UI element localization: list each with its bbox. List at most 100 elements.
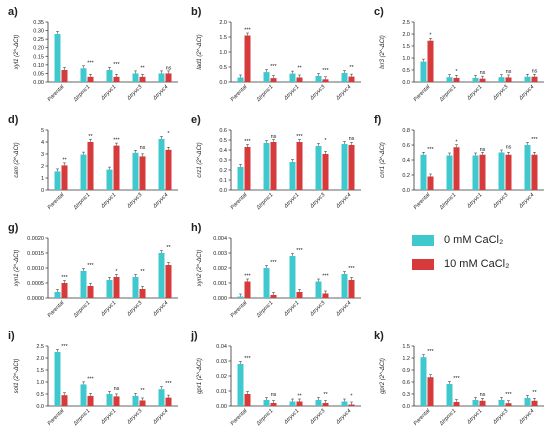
bar-control — [524, 398, 531, 406]
significance-label: *** — [322, 274, 329, 280]
bar-control — [341, 144, 348, 190]
x-tick-label: Δtryvc3 — [491, 192, 510, 211]
x-tick-label: Δtryvc4 — [517, 84, 535, 102]
bar-control — [263, 72, 270, 82]
x-tick-label: Parental — [230, 408, 249, 427]
x-tick-label: Parental — [230, 192, 249, 211]
significance-label: *** — [87, 376, 94, 382]
significance-label: *** — [87, 263, 94, 269]
y-tick-label: 0.0 — [36, 404, 44, 410]
significance-label: ns — [140, 145, 146, 151]
bar-control — [263, 143, 270, 190]
bar-control — [158, 73, 165, 82]
x-tick-label: Δtryvc1 — [282, 84, 300, 102]
x-tick-label: Δtrpmc1 — [438, 192, 457, 211]
y-tick-label: 0.8 — [402, 128, 410, 134]
y-tick-label: 3 — [41, 152, 44, 158]
bar-control — [498, 152, 505, 190]
y-tick-label: 0.5 — [219, 138, 227, 144]
bar-control — [289, 73, 296, 82]
bar-control — [341, 274, 348, 298]
x-tick-label: Parental — [413, 192, 432, 211]
x-tick-label: Parental — [230, 300, 249, 319]
bar-treated — [348, 145, 355, 190]
panel-label: b) — [191, 6, 202, 18]
y-tick-label: 0.3 — [219, 158, 227, 164]
bar-control — [80, 384, 87, 406]
y-tick-label: 1.5 — [402, 344, 410, 350]
bar-control — [420, 61, 427, 82]
y-tick-label: 0.0 — [219, 80, 227, 86]
significance-label: * — [115, 269, 118, 275]
significance-label: ** — [140, 388, 145, 394]
bar-control — [315, 281, 322, 298]
significance-label: ns — [271, 392, 277, 398]
bar-treated — [244, 147, 251, 190]
bar-treated — [113, 145, 120, 190]
x-tick-label: Δtryvc3 — [125, 408, 144, 427]
bar-treated — [165, 149, 172, 190]
y-tick-label: 0.4 — [402, 158, 410, 164]
bar-treated — [87, 76, 94, 82]
y-tick-label: 0.10 — [33, 63, 44, 69]
x-tick-label: Δtryvc3 — [125, 300, 144, 319]
significance-label: ** — [140, 269, 145, 275]
y-tick-label: 0.2 — [219, 168, 227, 174]
x-tick-label: Δtrpmc1 — [255, 300, 274, 319]
bar-control — [132, 73, 139, 82]
significance-label: * — [350, 394, 353, 400]
significance-label: ns — [506, 145, 512, 151]
bar-control — [237, 167, 244, 190]
significance-label: *** — [322, 68, 329, 74]
bar-treated — [61, 395, 68, 406]
y-tick-label: 0.30 — [33, 29, 44, 35]
x-tick-label: Parental — [413, 84, 432, 103]
bar-treated — [505, 154, 512, 190]
y-tick-label: 2.0 — [402, 32, 410, 38]
significance-label: ** — [297, 394, 302, 400]
y-tick-label: 4 — [41, 140, 44, 146]
bar-treated — [270, 295, 277, 298]
x-tick-label: Δtryvc3 — [308, 192, 327, 211]
x-tick-label: Δtryvc1 — [465, 84, 483, 102]
y-tick-label: 5 — [41, 128, 44, 134]
bar-control — [132, 277, 139, 298]
y-tick-label: 1.5 — [402, 44, 410, 50]
panel-label: f) — [374, 114, 382, 126]
x-tick-label: Δtryvc4 — [517, 192, 535, 210]
x-tick-label: Δtrpmc1 — [72, 300, 91, 319]
significance-label: ** — [62, 157, 67, 163]
significance-label: *** — [61, 275, 68, 281]
y-tick-label: 0.4 — [219, 148, 227, 154]
bar-control — [54, 292, 61, 298]
bar-control — [106, 280, 113, 298]
y-tick-label: 0.0 — [402, 404, 410, 410]
x-tick-label: Δtryvc1 — [99, 408, 117, 426]
y-tick-label: 0.5 — [402, 68, 410, 74]
bar-treated — [244, 35, 251, 82]
legend-swatch-treated — [412, 258, 434, 270]
y-tick-label: 2 — [41, 164, 44, 170]
bar-control — [106, 70, 113, 82]
y-tick-label: 0.03 — [216, 359, 227, 365]
y-tick-label: 0.02 — [216, 374, 227, 380]
bar-control — [446, 384, 453, 406]
x-tick-label: Δtryvc3 — [308, 84, 327, 103]
x-tick-label: Δtrpmc1 — [438, 408, 457, 427]
bar-control — [132, 395, 139, 406]
bar-control — [80, 154, 87, 190]
x-tick-label: Δtryvc1 — [282, 192, 300, 210]
significance-label: ** — [297, 66, 302, 72]
panel-label: j) — [190, 330, 198, 342]
x-tick-label: Δtryvc1 — [99, 300, 117, 318]
x-tick-label: Δtrpmc1 — [255, 84, 274, 103]
bar-treated — [244, 394, 251, 406]
y-tick-label: 0.0000 — [27, 296, 44, 302]
y-tick-label: 0.0010 — [27, 266, 44, 272]
x-tick-label: Parental — [47, 408, 66, 427]
significance-label: ns — [114, 386, 120, 392]
significance-label: *** — [244, 28, 251, 34]
significance-label: ns — [480, 147, 486, 153]
x-tick-label: Δtryvc3 — [491, 84, 510, 103]
x-tick-label: Δtryvc1 — [282, 408, 300, 426]
